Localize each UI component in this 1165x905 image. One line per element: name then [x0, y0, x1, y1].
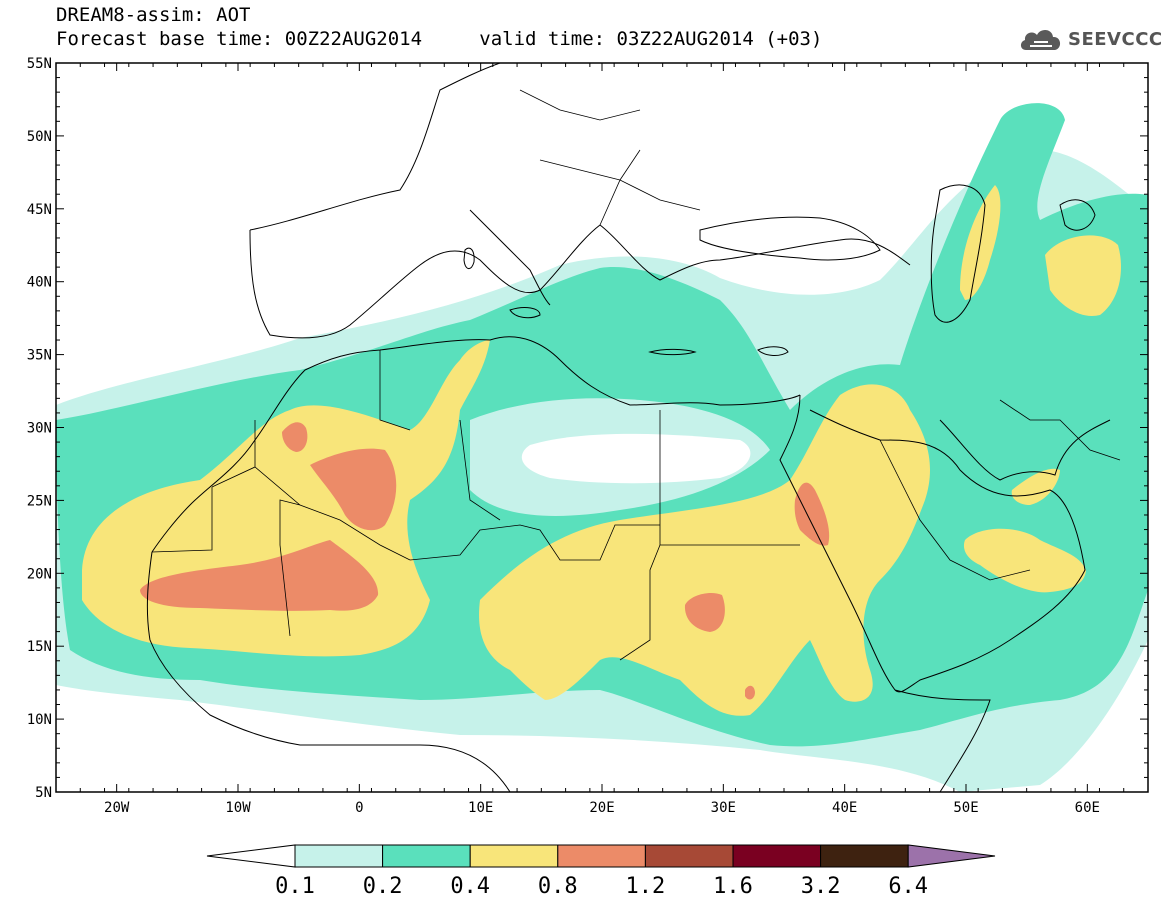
lon-label: 0 [355, 800, 363, 816]
colorbar-label: 0.4 [450, 874, 490, 899]
seevccc-logo: SEEVCCC [1018, 22, 1163, 56]
coastlines-borders [146, 63, 1121, 792]
coastline-italy [469, 209, 551, 306]
lon-label: 20W [104, 800, 130, 816]
aot-band-0.4-arabia [963, 528, 1086, 593]
lon-label: 10W [225, 800, 251, 816]
colorbar-box [557, 844, 646, 868]
valid-time: valid time: 03Z22AUG2014 (+03) [479, 28, 823, 50]
map-area: 55N 50N 45N 40N 35N 30N 25N 20N 15N 10N 5N 20W 10W 0 1… [27, 56, 1149, 816]
colorbar-box [732, 844, 822, 868]
colorbar-label: 1.2 [626, 874, 666, 899]
lon-label: 50E [953, 800, 978, 816]
colorbar-label: 3.2 [801, 874, 841, 899]
colorbar-label: 6.4 [888, 874, 928, 899]
colorbar-right-arrow [907, 844, 996, 868]
aot-band-0.8-morocco [282, 422, 308, 452]
axis-ticks: 55N 50N 45N 40N 35N 30N 25N 20N 15N 10N 5N 20W 10W 0 1… [27, 56, 1149, 816]
lat-label: 45N [27, 202, 52, 218]
map-title: DREAM8-assim: AOT [56, 4, 251, 26]
aot-contours [56, 103, 1148, 792]
aot-band-0.4-caspian [1045, 235, 1121, 316]
lat-label: 50N [27, 129, 52, 145]
coastline-sicily [509, 307, 541, 319]
colorbar-box [469, 844, 559, 868]
colorbar-label: 0.2 [363, 874, 403, 899]
coastline-horn-africa [894, 689, 991, 792]
colorbar-box [644, 844, 734, 868]
aot-band-0.8-redsea [794, 482, 830, 546]
aot-band-0.8-sudan [684, 593, 725, 632]
coastline-caspian-sea [930, 184, 986, 323]
cloud-icon [1020, 29, 1061, 50]
lon-label: 60E [1075, 800, 1100, 816]
base-time: Forecast base time: 00Z22AUG2014 [56, 28, 423, 50]
lat-label: 10N [27, 712, 52, 728]
lon-label: 20E [589, 800, 614, 816]
coastline-north-africa [151, 336, 801, 553]
lat-label: 35N [27, 348, 52, 364]
aot-band-0.8-algeria [310, 448, 397, 531]
colorbar-left-arrow [206, 844, 296, 868]
logo-text: SEEVCCC [1068, 28, 1163, 50]
lat-label: 30N [27, 421, 52, 437]
aot-band-0.8-dot [745, 685, 755, 700]
lat-label: 5N [35, 785, 52, 801]
coastline-west-africa [146, 551, 511, 792]
aot-clear-libya [521, 433, 751, 484]
forecast-times: Forecast base time: 00Z22AUG2014 valid t… [56, 28, 822, 50]
colorbar: 0.1 0.2 0.4 0.8 1.2 1.6 3.2 6.4 [206, 844, 996, 899]
country-borders [151, 89, 1121, 661]
lat-label: 40N [27, 275, 52, 291]
aot-band-0.8-mauritania [140, 540, 379, 611]
coastline-crete [648, 348, 697, 356]
colorbar-label: 1.6 [713, 874, 753, 899]
coastline-black-sea [699, 216, 881, 261]
colorbar-label: 0.1 [275, 874, 315, 899]
colorbar-box [294, 844, 384, 868]
colorbar-box [820, 844, 909, 868]
coastline-cyprus [757, 346, 789, 356]
colorbar-box [382, 844, 471, 868]
aot-band-0.4-sahel [479, 384, 930, 716]
lat-label: 25N [27, 493, 52, 509]
coastline-persian-gulf [939, 419, 1111, 481]
lon-label: 40E [832, 800, 857, 816]
lat-label: 20N [27, 566, 52, 582]
lat-label: 15N [27, 639, 52, 655]
coastline-sardinia [463, 247, 475, 269]
lon-label: 10E [468, 800, 493, 816]
lon-label: 30E [711, 800, 736, 816]
colorbar-label: 0.8 [538, 874, 578, 899]
coastline-red-sea [779, 394, 1086, 693]
coastline-aral-sea [1059, 199, 1096, 231]
lat-label: 55N [27, 56, 52, 72]
